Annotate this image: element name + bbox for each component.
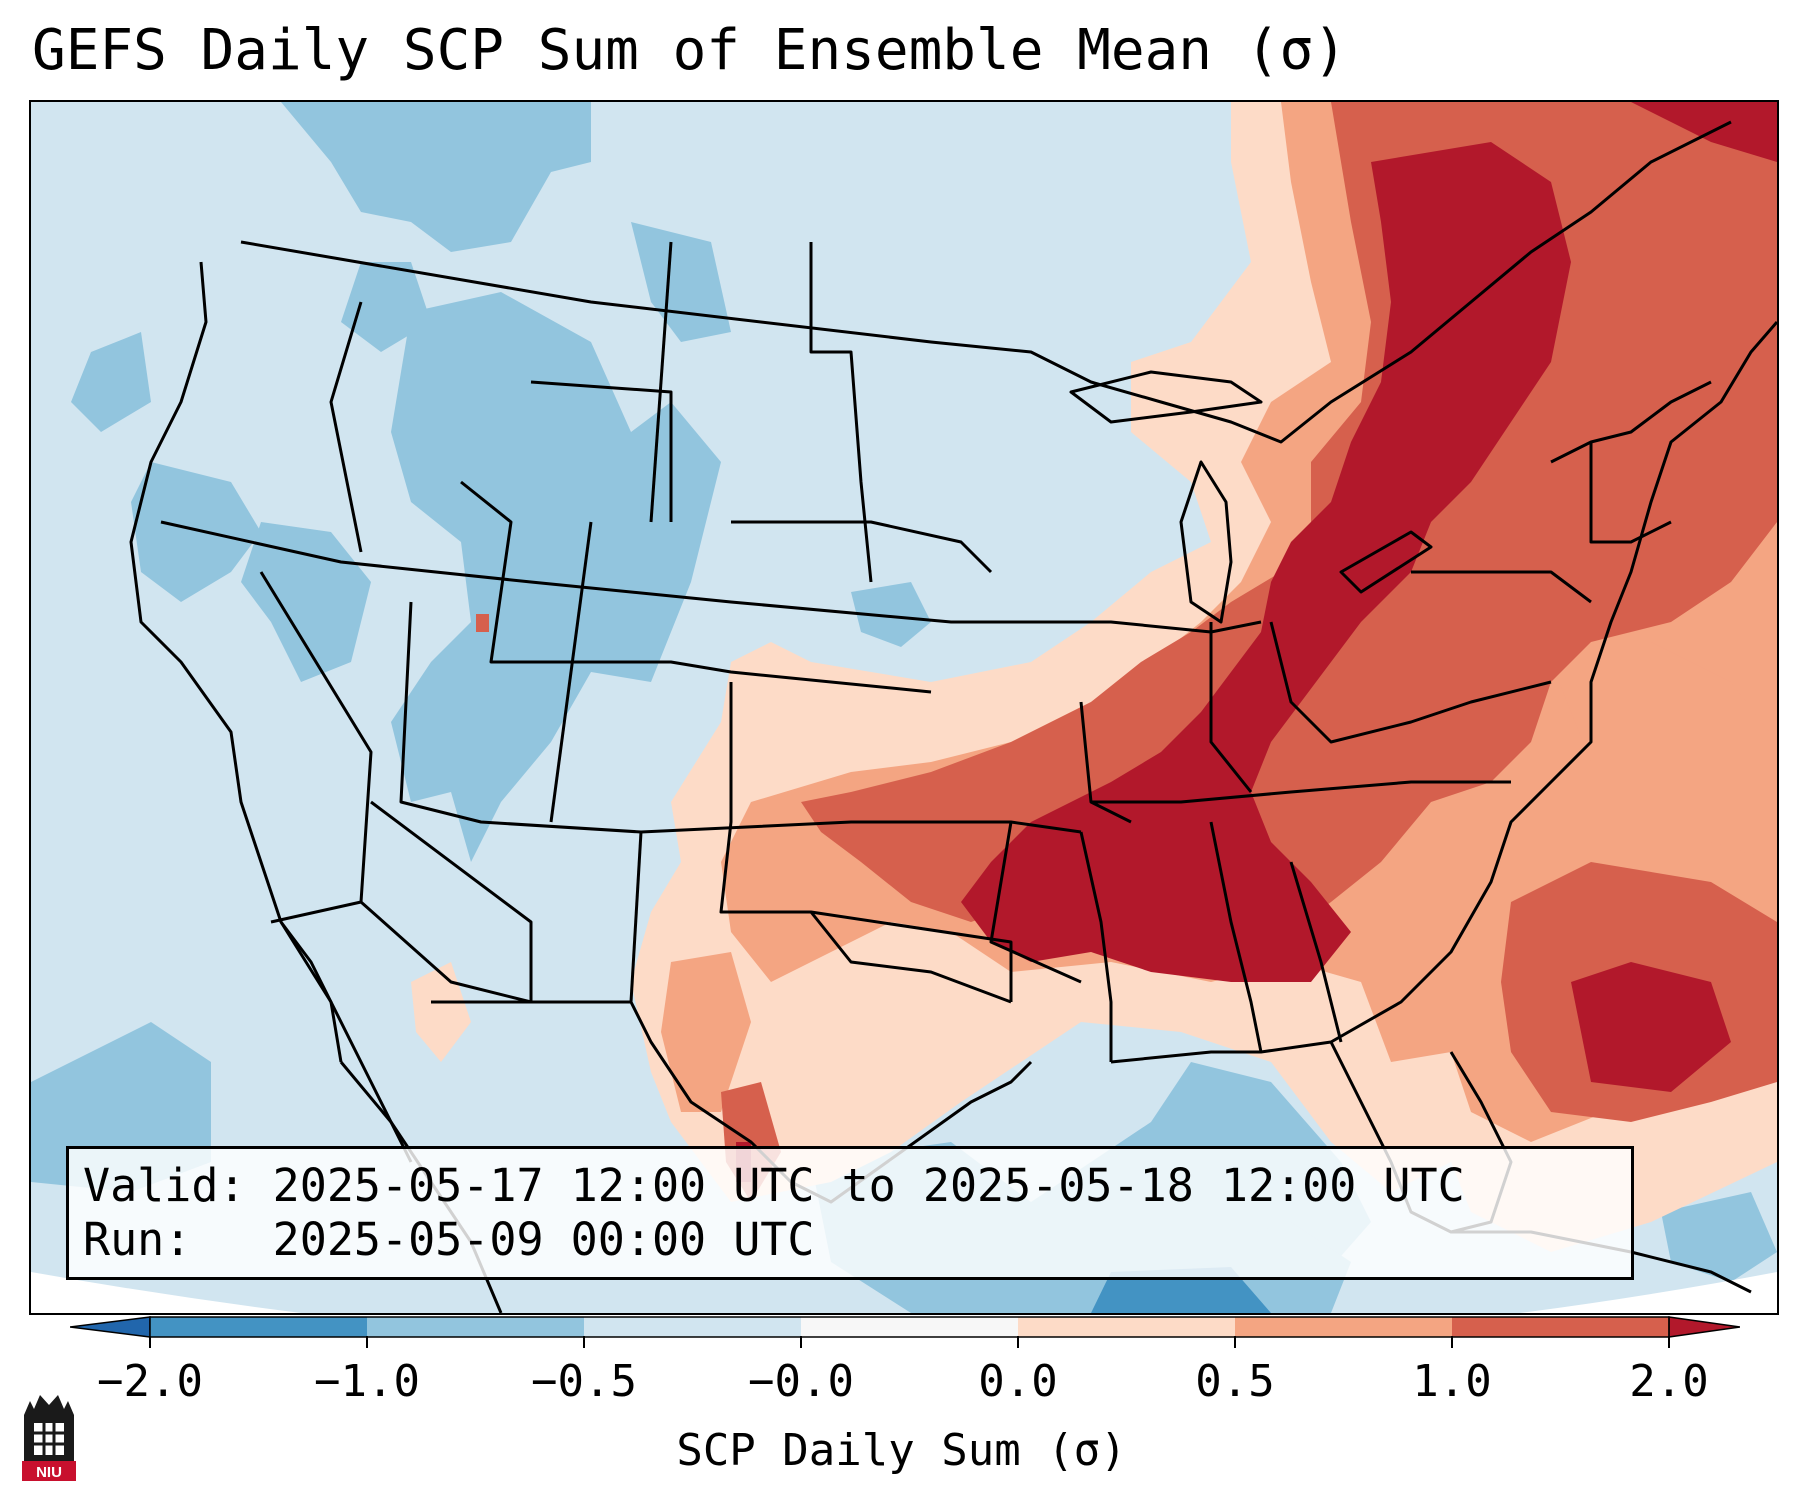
projection-edge — [31, 1272, 1777, 1313]
colorbar-bin-neg0-0 — [801, 1317, 1018, 1337]
canada-border — [240, 120, 1732, 444]
lake-erie — [1339, 530, 1433, 594]
colorbar-bin-neg2-neg1 — [150, 1317, 367, 1337]
colorbar-tick — [1234, 1336, 1236, 1348]
map-title: GEFS Daily SCP Sum of Ensemble Mean (σ) — [32, 18, 1347, 83]
baja — [279, 921, 413, 1163]
colorbar-tick — [1017, 1336, 1019, 1348]
colorbar-tick-label: −2.0 — [97, 1356, 203, 1407]
colorbar-tick-label: −0.5 — [531, 1356, 637, 1407]
scp-map — [31, 102, 1777, 1313]
colorbar-tick-label: −0.0 — [748, 1356, 854, 1407]
colorbar-bin-0-05 — [1018, 1317, 1235, 1337]
map-panel — [29, 100, 1779, 1315]
colorbar-tick-label: 0.5 — [1195, 1356, 1275, 1407]
colorbar-bin-neg05-neg0 — [584, 1317, 801, 1337]
west-coastline — [129, 261, 343, 1063]
lake-michigan — [1179, 460, 1233, 624]
colorbar-tick-label: −1.0 — [314, 1356, 420, 1407]
colorbar-tick — [1451, 1336, 1453, 1348]
colorbar-bin-neg1-neg05 — [367, 1317, 584, 1337]
colorbar — [70, 1316, 1740, 1338]
niu-logo-icon: NIU — [22, 1395, 76, 1481]
colorbar-tick-label: 0.0 — [978, 1356, 1058, 1407]
extreme-above-normal-field — [736, 102, 1777, 1182]
colorbar-bin-1-2 — [1452, 1317, 1669, 1337]
colorbar-tick — [149, 1336, 151, 1348]
colorbar-tick — [800, 1336, 802, 1348]
colorbar-extend-low — [70, 1316, 151, 1338]
valid-time-text: Valid: 2025-05-17 12:00 UTC to 2025-05-1… — [83, 1159, 1465, 1212]
colorbar-extend-high — [1668, 1316, 1740, 1338]
colorbar-tick-label: 1.0 — [1412, 1356, 1492, 1407]
colorbar-tick — [366, 1336, 368, 1348]
colorbar-label: SCP Daily Sum (σ) — [676, 1425, 1127, 1476]
colorbar-tick — [583, 1336, 585, 1348]
colorbar-bin-05-1 — [1235, 1317, 1452, 1337]
valid-run-info-box: Valid: 2025-05-17 12:00 UTC to 2025-05-1… — [66, 1146, 1634, 1280]
run-time-text: Run: 2025-05-09 00:00 UTC — [83, 1213, 815, 1266]
svg-text:NIU: NIU — [36, 1464, 62, 1481]
colorbar-tick — [1668, 1336, 1670, 1348]
colorbar-tick-label: 2.0 — [1629, 1356, 1709, 1407]
lake-superior — [1069, 370, 1263, 424]
